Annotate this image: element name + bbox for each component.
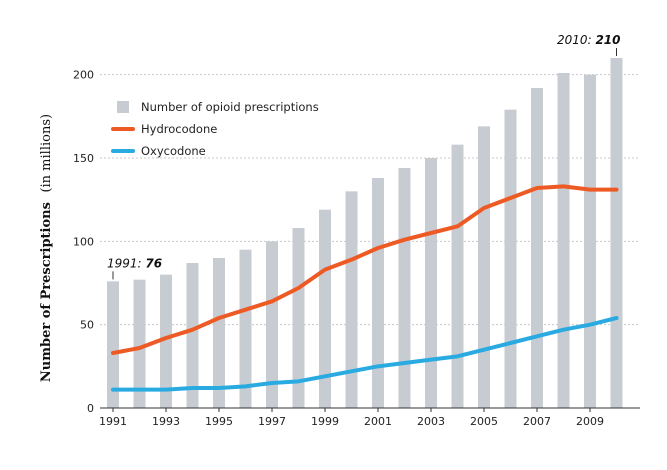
x-tick-label: 1999 [311,415,339,428]
annotation-label: 1991: 76 [107,256,162,270]
y-tick-label: 50 [80,319,94,332]
x-tick-label: 1991 [99,415,127,428]
annotation-year: 1991: [107,256,145,270]
x-tick-label: 2009 [576,415,604,428]
bar-series [107,58,623,409]
bar [372,178,384,408]
x-tick-label: 2007 [523,415,551,428]
y-axis-label-suffix: (in millions) [39,114,54,193]
x-tick-label: 2003 [417,415,445,428]
legend-label: Oxycodone [141,144,206,158]
bar [213,258,225,408]
x-tick-label: 1993 [152,415,180,428]
bar [345,191,358,408]
annotation-value: 76 [145,256,162,270]
annotation-year: 2010: [557,33,595,47]
x-tick-label: 1997 [258,415,286,428]
x-tick-labels: 1991 1993 1995 1997 1999 2001 2003 2005 2007 2009 [99,408,604,428]
bar [478,126,490,408]
bar [133,279,146,408]
bar [319,209,331,408]
gridlines [100,74,640,326]
legend-label: Hydrocodone [141,122,217,136]
y-tick-label: 100 [73,235,94,248]
annotation-label: 2010: 210 [557,33,620,47]
x-tick-label: 1995 [205,415,233,428]
bar [584,74,596,409]
annotation-value: 210 [595,33,620,47]
bar [107,281,119,408]
bar [504,109,517,409]
y-tick-labels: 0 50 100 150 200 [73,69,94,415]
legend-swatch-bar [117,101,129,113]
x-tick-label: 2005 [470,415,498,428]
bar [266,241,278,408]
line-hydrocodone [111,184,619,355]
legend: Number of opioid prescriptions Hydrocodon… [111,100,319,158]
bar [557,73,570,408]
y-tick-label: 0 [87,402,94,415]
bar [451,144,464,408]
line-series [111,184,619,392]
bar [610,58,623,408]
bar [531,88,543,408]
y-tick-label: 200 [73,69,94,82]
y-axis-label-main: Number of Prescriptions [39,202,54,382]
x-tick-label: 2001 [364,415,392,428]
legend-label: Number of opioid prescriptions [141,100,319,114]
bar [160,274,172,408]
y-tick-label: 150 [73,152,94,165]
bar [239,249,252,408]
bar [398,168,411,408]
line-oxycodone [111,316,619,392]
bar [186,263,199,408]
bar [425,158,437,408]
bar [292,228,305,408]
y-axis-label: Number of Prescriptions (in millions) [39,114,54,382]
annotations: 1991: 76 2010: 210 [107,33,621,280]
